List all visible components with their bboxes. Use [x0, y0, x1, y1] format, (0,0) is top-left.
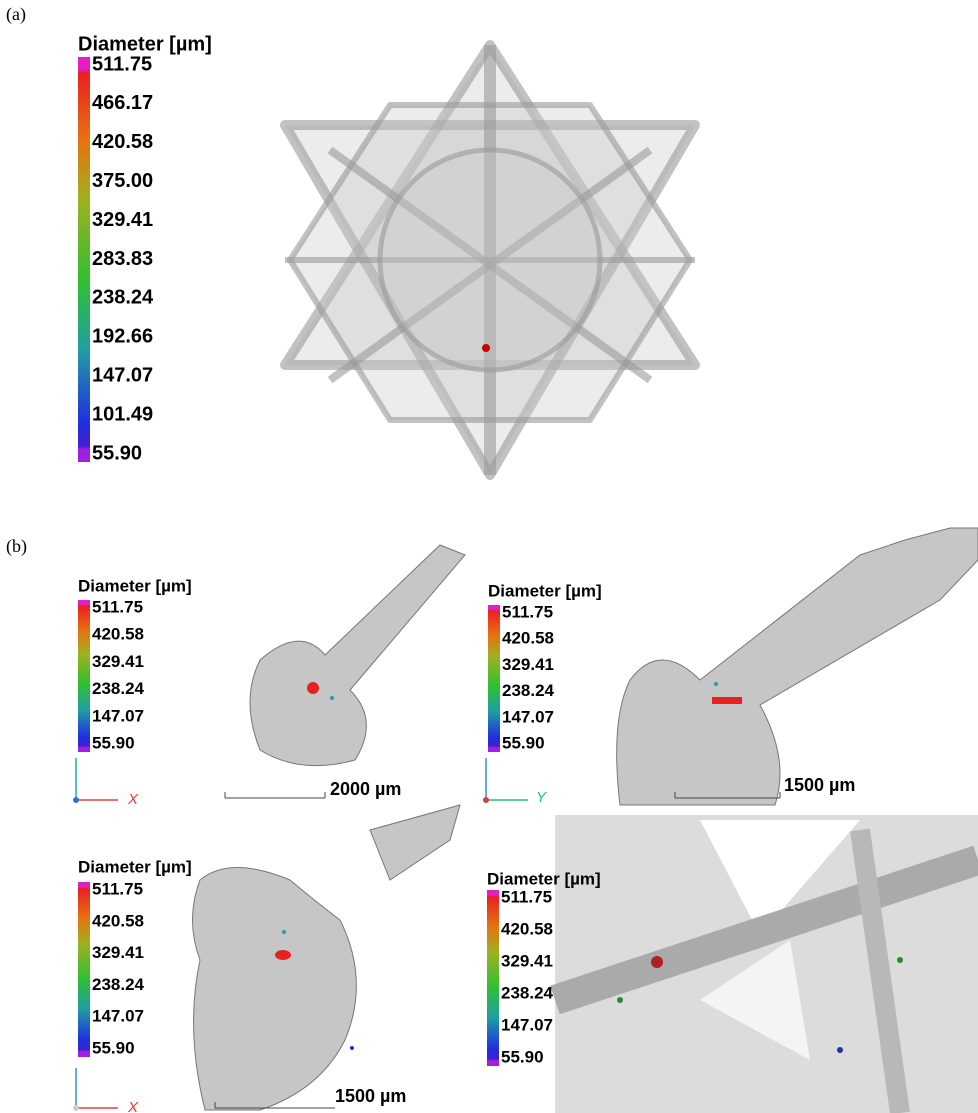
legend-tick-label: 147.07 [501, 1015, 553, 1034]
legend-tick-label: 329.41 [92, 209, 153, 231]
color-bar [488, 605, 500, 752]
legend-tick-label: 238.24 [502, 681, 555, 700]
ct-slice [193, 805, 461, 1110]
legend-tick-label: 147.07 [502, 707, 554, 726]
panel-label: (b) [6, 536, 27, 557]
legend-tick-label: 375.00 [92, 170, 153, 192]
legend-tick-label: 466.17 [92, 92, 153, 114]
axis-label: X [127, 791, 139, 808]
legend-title: Diameter [µm] [488, 581, 602, 600]
legend-tick-label: 147.07 [92, 706, 144, 725]
scale-bar-label: 1500 µm [784, 775, 855, 795]
color-bar [78, 600, 90, 752]
legend-tick-label: 238.24 [501, 983, 554, 1002]
legend-tick-label: 192.66 [92, 326, 153, 348]
legend-tick-label: 329.41 [92, 943, 144, 962]
legend-tick-label: 55.90 [92, 1038, 135, 1057]
legend-tick-label: 238.24 [92, 975, 145, 994]
figure: (a) (b) [0, 0, 978, 1113]
legend-tick-label: 283.83 [92, 248, 153, 270]
legend-tick-label: 329.41 [92, 652, 144, 671]
legend-title: Diameter [µm] [487, 869, 601, 888]
legend-tick-label: 147.07 [92, 1007, 144, 1026]
legend-tick-label: 420.58 [92, 131, 153, 153]
color-bar [78, 57, 90, 462]
color-bar [487, 890, 499, 1066]
legend-tick-label: 420.58 [502, 629, 554, 648]
axis-label: X [127, 1099, 139, 1113]
legend-tick-label: 511.75 [502, 602, 553, 621]
legend-tick-label: 511.75 [92, 53, 152, 75]
legend-title: Diameter [µm] [78, 576, 192, 595]
color-bar [78, 882, 90, 1057]
scale-bar-label: 2000 µm [330, 779, 401, 799]
legend-tick-label: 238.24 [92, 679, 145, 698]
legend-tick-label: 420.58 [92, 625, 144, 644]
legend-tick-label: 147.07 [92, 364, 153, 386]
legend-tick-label: 420.58 [92, 911, 144, 930]
legend-tick-label: 329.41 [501, 951, 553, 970]
legend-tick-label: 55.90 [92, 733, 135, 752]
legend-tick-label: 511.75 [92, 879, 143, 898]
lattice-render [285, 45, 695, 475]
legend-tick-label: 329.41 [502, 655, 554, 674]
ct-slice [617, 528, 978, 805]
legend-tick-label: 238.24 [92, 287, 154, 309]
axis-label: Y [536, 789, 547, 806]
legend-tick-label: 420.58 [501, 919, 553, 938]
legend-tick-label: 55.90 [502, 733, 545, 752]
legend-tick-label: 511.75 [92, 597, 143, 616]
legend-title: Diameter [µm] [78, 857, 192, 876]
scale-bar-label: 1500 µm [335, 1086, 406, 1106]
legend-tick-label: 101.49 [92, 403, 153, 425]
legend-title: Diameter [µm] [78, 33, 212, 55]
legend-tick-label: 55.90 [92, 442, 142, 464]
ct-slice [250, 545, 465, 766]
lattice-render [555, 815, 978, 1113]
legend-tick-label: 55.90 [501, 1047, 544, 1066]
legend-tick-label: 511.75 [501, 887, 552, 906]
panel-label: (a) [6, 4, 26, 25]
